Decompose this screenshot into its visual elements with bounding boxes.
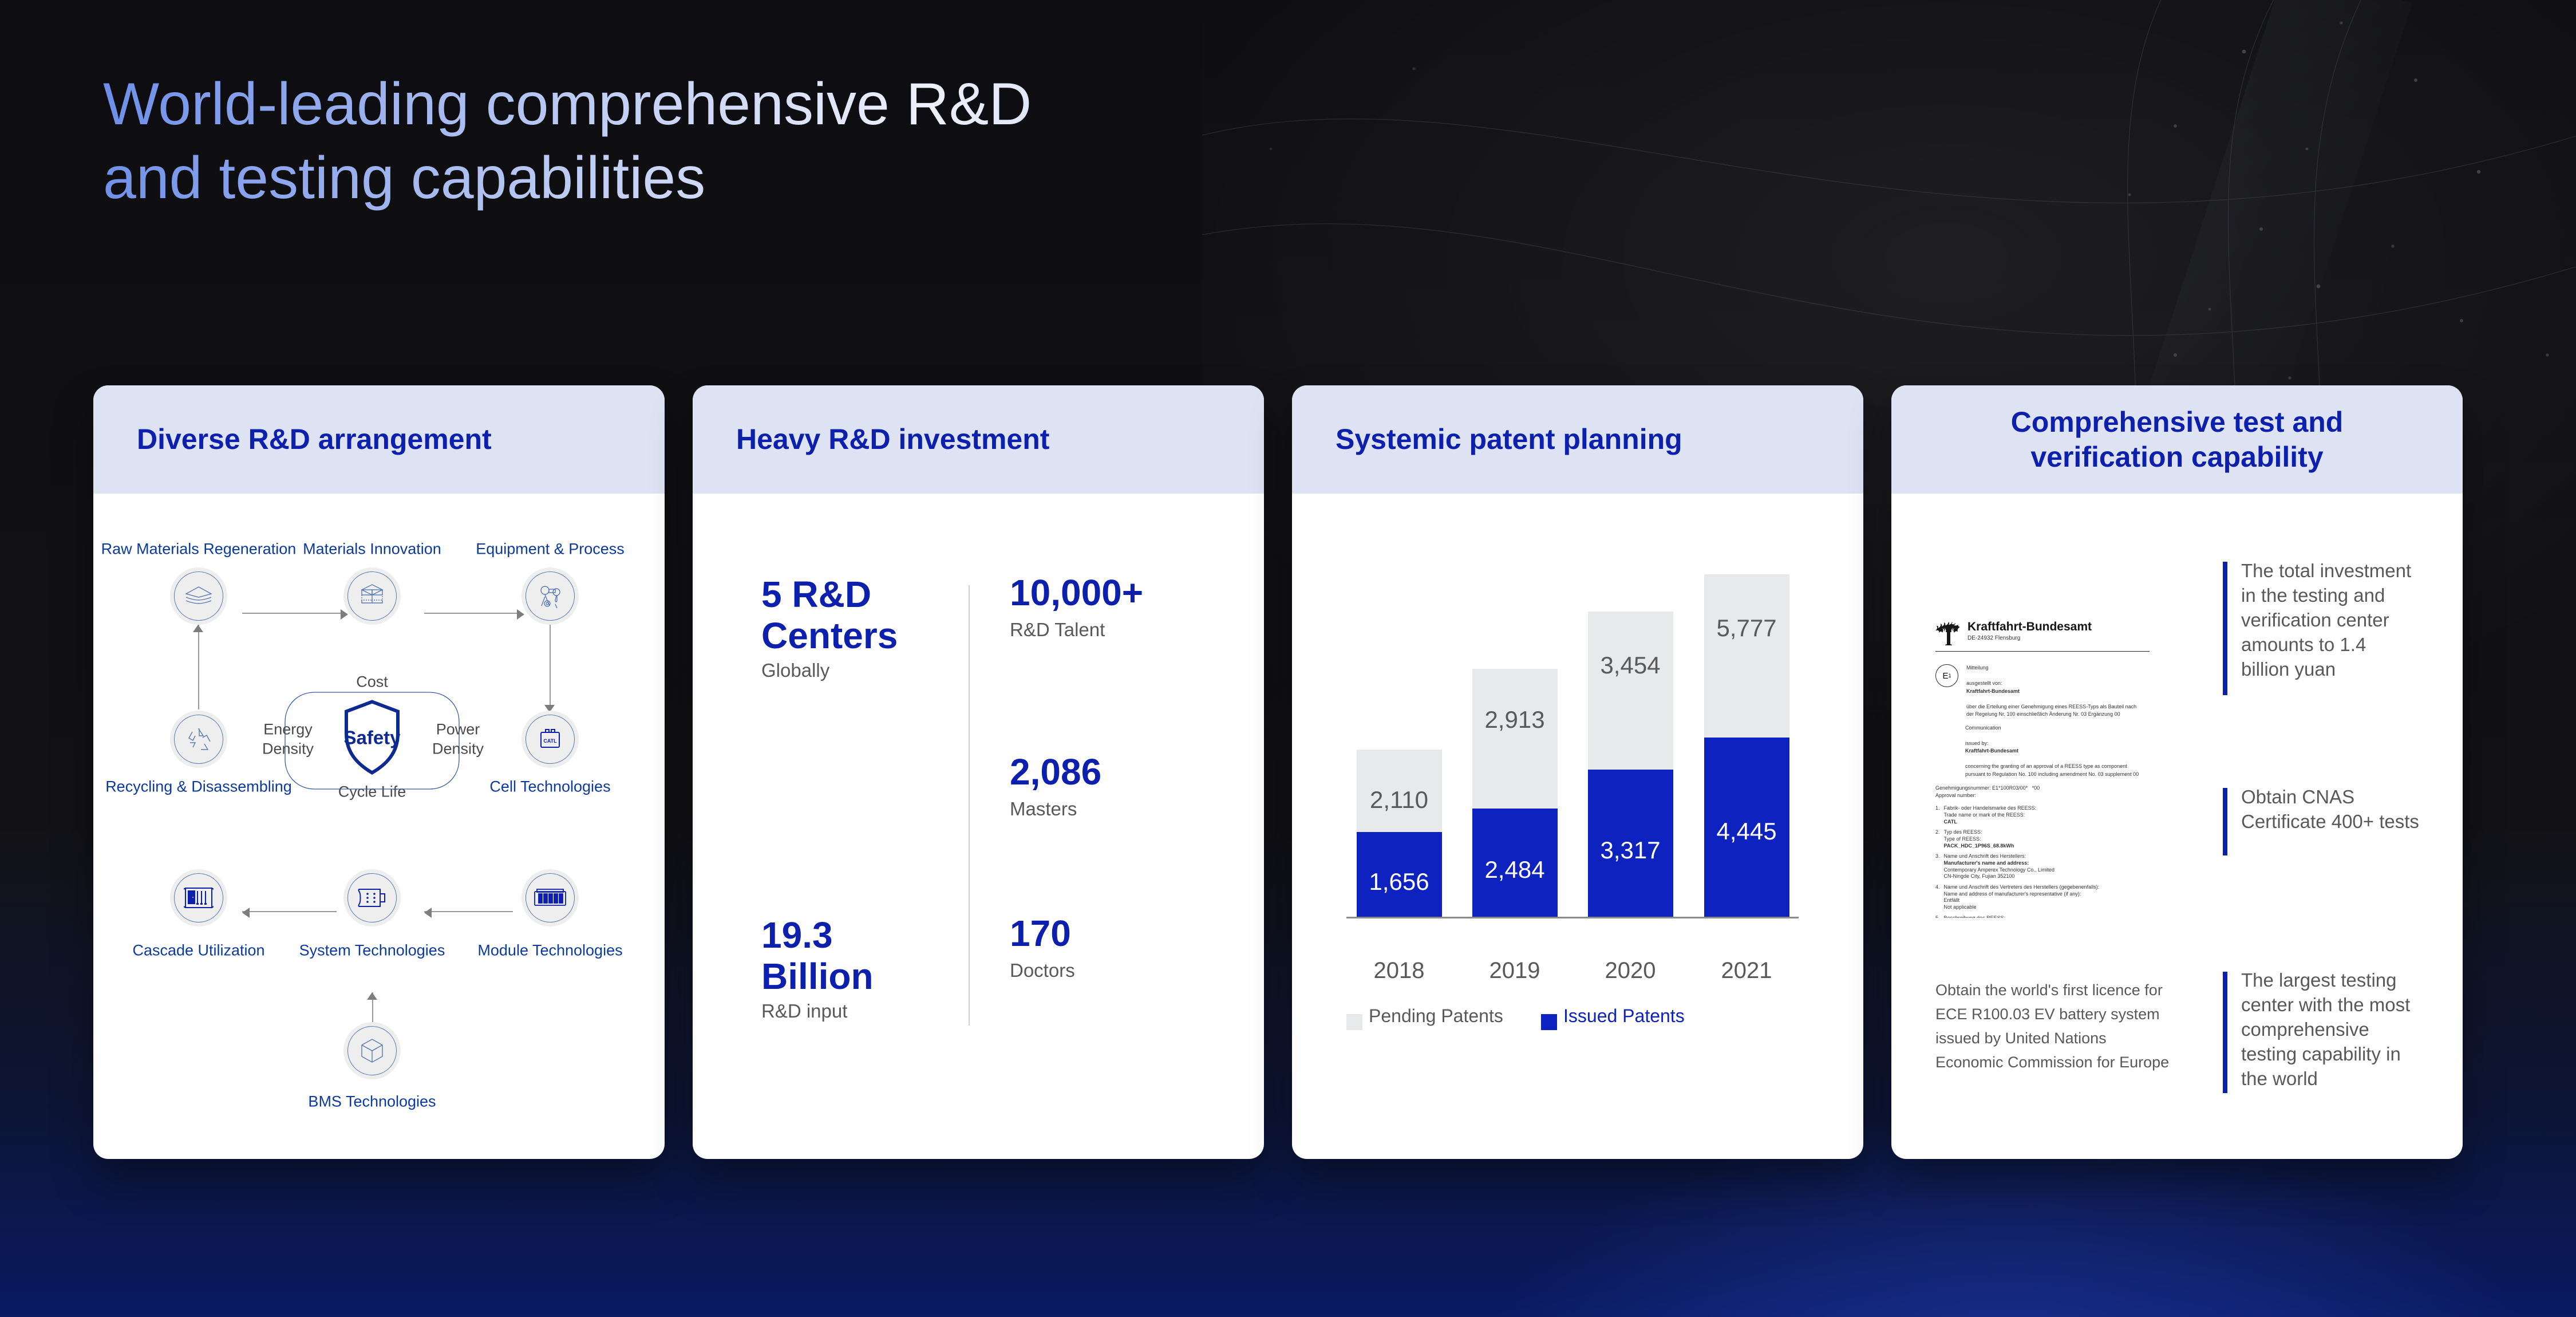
svg-text:CATL: CATL bbox=[543, 738, 557, 744]
svg-text:Safety: Safety bbox=[343, 727, 401, 748]
